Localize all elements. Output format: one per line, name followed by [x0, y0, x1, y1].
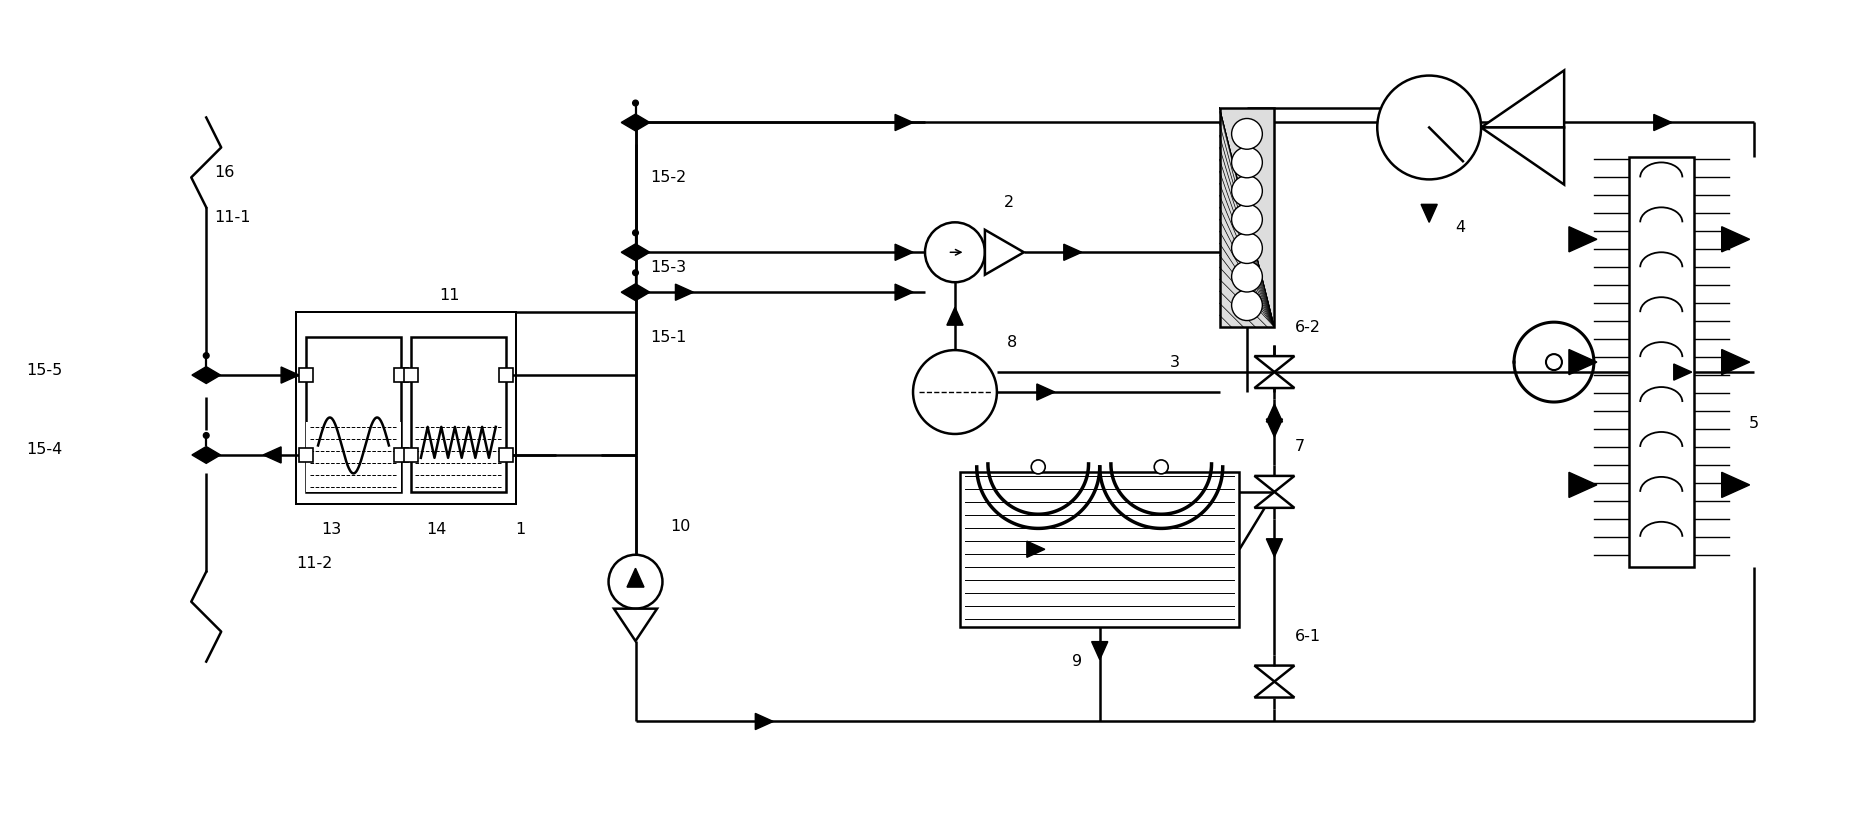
Polygon shape	[281, 367, 300, 383]
Circle shape	[633, 270, 638, 275]
Text: 16: 16	[213, 165, 234, 180]
Bar	[498, 448, 513, 462]
Polygon shape	[1481, 70, 1565, 127]
Polygon shape	[622, 244, 650, 261]
Polygon shape	[264, 447, 281, 463]
Polygon shape	[614, 609, 657, 641]
Text: 10: 10	[670, 519, 691, 534]
Bar	[960, 472, 1239, 627]
Polygon shape	[1569, 350, 1597, 375]
Circle shape	[204, 353, 210, 358]
Text: 2: 2	[1003, 195, 1015, 210]
Circle shape	[1232, 232, 1262, 264]
Text: 9: 9	[1073, 654, 1082, 669]
Circle shape	[914, 350, 998, 434]
Polygon shape	[1569, 472, 1597, 498]
Text: 11-1: 11-1	[213, 210, 251, 225]
Text: 5: 5	[1748, 416, 1760, 431]
Text: 6-2: 6-2	[1294, 320, 1320, 335]
Polygon shape	[676, 284, 693, 300]
Text: 6-1: 6-1	[1294, 629, 1320, 644]
Circle shape	[1232, 147, 1262, 178]
Polygon shape	[1722, 227, 1750, 252]
Polygon shape	[1569, 227, 1597, 252]
Polygon shape	[1037, 384, 1054, 400]
Polygon shape	[1722, 472, 1750, 498]
Circle shape	[608, 555, 663, 609]
Polygon shape	[1722, 350, 1750, 375]
Circle shape	[1232, 261, 1262, 292]
Text: 8: 8	[1007, 335, 1016, 350]
Circle shape	[633, 230, 638, 236]
Text: 7: 7	[1294, 439, 1305, 455]
Bar	[498, 368, 513, 382]
Polygon shape	[193, 447, 221, 463]
Text: 14: 14	[425, 523, 446, 538]
Bar	[300, 368, 313, 382]
Polygon shape	[1265, 419, 1282, 437]
Polygon shape	[895, 114, 914, 131]
Polygon shape	[895, 284, 914, 300]
Bar	[404, 448, 417, 462]
Text: 15-4: 15-4	[26, 442, 64, 457]
Polygon shape	[193, 366, 221, 384]
Circle shape	[204, 433, 210, 438]
Polygon shape	[627, 568, 644, 587]
Polygon shape	[1254, 681, 1294, 697]
Circle shape	[1155, 460, 1168, 474]
Text: 15-2: 15-2	[650, 170, 687, 185]
Circle shape	[1378, 75, 1481, 179]
Polygon shape	[1254, 476, 1294, 492]
Text: 15-3: 15-3	[650, 260, 687, 275]
Bar	[1219, 108, 1275, 327]
Bar	[404, 368, 417, 382]
Polygon shape	[1674, 364, 1692, 380]
Polygon shape	[985, 230, 1024, 275]
Bar	[410, 337, 505, 492]
Bar	[305, 423, 401, 492]
Circle shape	[1546, 354, 1561, 370]
Text: 3: 3	[1170, 355, 1179, 370]
Text: 13: 13	[320, 523, 341, 538]
Polygon shape	[895, 244, 914, 261]
Polygon shape	[754, 714, 773, 729]
Circle shape	[925, 222, 985, 282]
Polygon shape	[1421, 204, 1438, 222]
Polygon shape	[947, 307, 962, 325]
Polygon shape	[1091, 642, 1108, 660]
Polygon shape	[1254, 372, 1294, 388]
Text: 15-1: 15-1	[650, 330, 687, 345]
Polygon shape	[1265, 404, 1282, 422]
Polygon shape	[1254, 666, 1294, 681]
Circle shape	[1031, 460, 1045, 474]
Polygon shape	[1265, 538, 1282, 557]
Text: 4: 4	[1455, 220, 1466, 235]
Text: 15-5: 15-5	[26, 362, 64, 378]
Polygon shape	[622, 284, 650, 301]
Polygon shape	[1063, 244, 1082, 261]
Bar	[393, 368, 408, 382]
Text: 1: 1	[515, 523, 526, 538]
Circle shape	[1232, 175, 1262, 207]
Polygon shape	[1481, 127, 1565, 184]
Text: 11-2: 11-2	[296, 557, 333, 571]
Polygon shape	[1254, 492, 1294, 508]
Circle shape	[633, 100, 638, 106]
Bar	[393, 448, 408, 462]
Circle shape	[1232, 204, 1262, 235]
Polygon shape	[1254, 356, 1294, 372]
Bar	[296, 312, 515, 504]
Bar	[1629, 157, 1694, 566]
Polygon shape	[1653, 114, 1672, 131]
Polygon shape	[622, 114, 650, 131]
Bar	[305, 337, 401, 492]
Circle shape	[1232, 289, 1262, 321]
Text: 11: 11	[440, 288, 461, 303]
Polygon shape	[1028, 541, 1045, 557]
Bar	[300, 448, 313, 462]
Circle shape	[1232, 118, 1262, 149]
